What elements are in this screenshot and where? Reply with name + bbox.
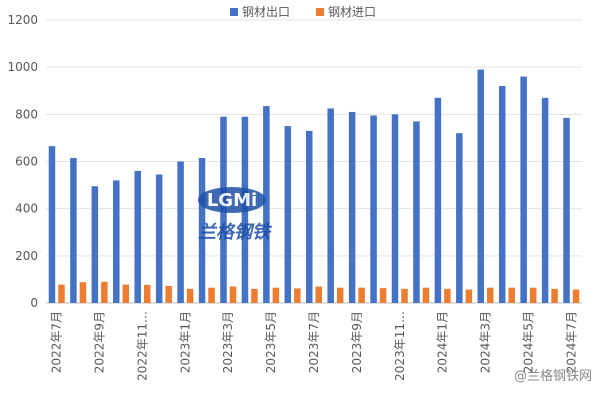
bar-export bbox=[413, 121, 420, 304]
legend-swatch bbox=[316, 8, 324, 16]
bar-import bbox=[229, 286, 237, 303]
bar-import bbox=[487, 287, 494, 303]
bar-import bbox=[165, 286, 172, 303]
legend-label: 钢材进口 bbox=[328, 5, 376, 19]
bar-export bbox=[306, 130, 313, 303]
x-tick-label: 2022年7月 bbox=[50, 311, 64, 373]
x-tick-label: 2023年3月 bbox=[221, 311, 235, 373]
x-tick-label: 2024年7月 bbox=[564, 311, 578, 373]
y-tick-label: 0 bbox=[30, 296, 38, 310]
bar-import bbox=[101, 281, 108, 303]
y-tick-label: 200 bbox=[15, 249, 38, 263]
x-tick-label: 2023年5月 bbox=[264, 311, 278, 373]
bar-export bbox=[198, 157, 206, 303]
bar-import bbox=[272, 287, 280, 303]
bar-export bbox=[563, 117, 570, 303]
legend-swatch bbox=[230, 8, 238, 16]
x-tick-label: 2024年1月 bbox=[436, 311, 450, 373]
bar-import bbox=[294, 288, 301, 303]
bar-import bbox=[122, 284, 130, 303]
bar-export bbox=[91, 186, 99, 303]
bar-export bbox=[498, 86, 506, 304]
bar-import bbox=[508, 287, 515, 303]
bar-export bbox=[520, 76, 527, 303]
bar-export bbox=[113, 180, 120, 303]
y-tick-label: 1000 bbox=[7, 60, 38, 74]
bar-export bbox=[348, 111, 356, 303]
legend: 钢材出口 钢材进口 bbox=[230, 5, 376, 19]
x-tick-label: 2023年1月 bbox=[178, 311, 192, 373]
bar-import bbox=[401, 288, 408, 303]
bar-export bbox=[456, 133, 463, 303]
bar-export bbox=[263, 106, 270, 304]
x-axis: 2022年7月 2022年9月 2022年11… 2023年1月 2023年3月 2023… bbox=[50, 311, 579, 381]
x-tick-label: 2024年3月 bbox=[479, 311, 493, 373]
bar-import bbox=[186, 288, 194, 303]
bar-import bbox=[143, 284, 151, 303]
bar-export bbox=[391, 114, 399, 303]
bar-export bbox=[155, 174, 163, 303]
bar-import bbox=[572, 289, 580, 303]
y-axis: 0 200 400 600 800 1000 1200 bbox=[7, 13, 38, 310]
bar-export bbox=[70, 157, 77, 303]
watermark-logo-ellipse bbox=[198, 187, 266, 213]
bar-export bbox=[134, 170, 141, 303]
bar-export bbox=[477, 69, 485, 304]
bar-export bbox=[327, 108, 334, 303]
x-tick-label: 2022年9月 bbox=[93, 311, 107, 373]
bar-import bbox=[379, 288, 387, 303]
bar-export bbox=[434, 97, 442, 303]
bars bbox=[48, 69, 580, 304]
bar-import bbox=[529, 287, 537, 303]
bar-import bbox=[208, 287, 215, 303]
source-watermark: @兰格钢铁网 bbox=[514, 368, 592, 384]
bar-import bbox=[315, 286, 322, 303]
bar-export bbox=[284, 126, 292, 303]
bar-import bbox=[422, 287, 430, 303]
bar-import bbox=[251, 288, 258, 303]
bar-import bbox=[79, 282, 87, 303]
x-tick-label: 2023年7月 bbox=[307, 311, 321, 373]
y-tick-label: 800 bbox=[15, 107, 38, 121]
x-tick-label: 2022年11… bbox=[135, 311, 149, 381]
bar-export bbox=[370, 115, 377, 303]
bar-import bbox=[336, 287, 344, 303]
watermark-logo-text: LGMi bbox=[207, 190, 257, 211]
y-tick-label: 400 bbox=[15, 202, 38, 216]
bar-import bbox=[58, 284, 65, 303]
bar-import bbox=[465, 289, 473, 303]
bar-export bbox=[541, 97, 549, 303]
bar-export bbox=[48, 146, 56, 303]
y-tick-label: 1200 bbox=[7, 13, 38, 27]
y-tick-label: 600 bbox=[15, 155, 38, 169]
legend-label: 钢材出口 bbox=[242, 5, 290, 19]
bar-import bbox=[551, 288, 558, 303]
bar-import bbox=[358, 287, 365, 303]
watermark-company: 兰格钢铁 bbox=[198, 222, 273, 243]
watermark: LGMi 兰格钢铁 bbox=[198, 187, 273, 243]
x-tick-label: 2023年9月 bbox=[350, 311, 364, 373]
x-tick-label: 2024年5月 bbox=[521, 311, 535, 373]
bar-export bbox=[177, 161, 184, 303]
x-tick-label: 2023年11… bbox=[393, 311, 407, 381]
bar-import bbox=[444, 288, 451, 303]
